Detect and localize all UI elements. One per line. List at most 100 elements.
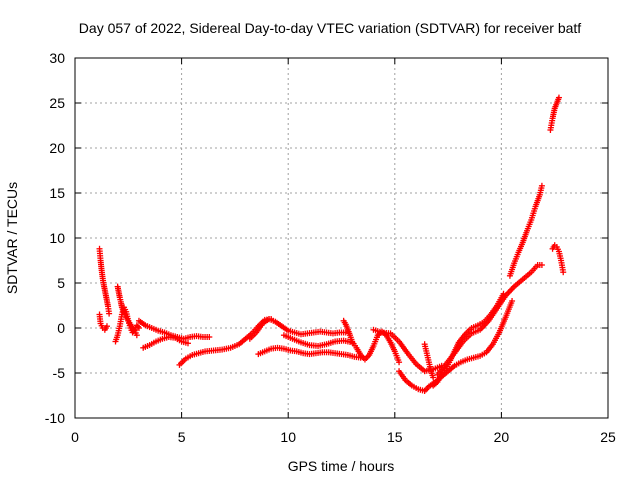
data-point [306, 342, 313, 349]
axis-ticks: 0 5 10 15 20 25 -10 -5 0 5 10 15 20 25 30 [45, 50, 616, 445]
data-point [396, 338, 403, 345]
data-point [434, 379, 441, 385]
data-point [428, 368, 435, 375]
x-tick-label: 15 [387, 429, 403, 445]
data-point [551, 105, 558, 112]
data-point [106, 310, 113, 317]
data-point [547, 127, 554, 133]
x-tick-label: 5 [178, 429, 186, 445]
data-point [280, 345, 287, 352]
data-point [325, 349, 332, 356]
data-point [477, 352, 484, 359]
data-point [549, 245, 556, 252]
data-point [408, 382, 415, 389]
data-point [317, 328, 324, 335]
chart-title: Day 057 of 2022, Sidereal Day-to-day VTE… [79, 20, 582, 36]
data-point [121, 304, 128, 311]
y-tick-label: 30 [49, 50, 65, 66]
y-axis-label: SDTVAR / TECUs [4, 182, 20, 294]
data-point [289, 335, 296, 342]
data-point [532, 203, 539, 210]
data-point [125, 317, 132, 324]
data-point [342, 321, 349, 328]
data-point [396, 368, 403, 375]
data-point [114, 283, 121, 290]
data-point [509, 298, 516, 304]
data-point [442, 361, 449, 367]
data-point [153, 338, 160, 345]
data-point [421, 388, 428, 394]
data-point [366, 352, 373, 358]
data-point [430, 374, 437, 381]
data-points [96, 94, 567, 394]
data-point [280, 332, 287, 339]
data-point [468, 325, 475, 331]
data-point [293, 348, 300, 355]
data-point [336, 329, 343, 336]
data-point [274, 344, 281, 351]
data-point [344, 326, 351, 333]
data-point [105, 303, 112, 310]
data-point [306, 351, 313, 358]
data-point [116, 323, 123, 330]
data-point [451, 350, 458, 357]
data-point [112, 338, 119, 345]
data-point [511, 260, 518, 267]
data-point [387, 339, 394, 346]
data-point [519, 276, 526, 283]
data-point [172, 334, 179, 341]
y-tick-label: -10 [45, 410, 65, 426]
x-axis-label: GPS time / hours [288, 458, 395, 474]
data-point [332, 338, 339, 345]
data-point [460, 338, 467, 345]
data-point [553, 244, 560, 250]
data-point [538, 262, 545, 268]
data-point [421, 341, 428, 348]
data-point [117, 298, 124, 305]
x-tick-label: 25 [600, 429, 616, 445]
data-point [146, 342, 153, 349]
data-point [103, 323, 110, 330]
data-point [178, 338, 185, 345]
data-point [236, 341, 243, 348]
data-point [332, 350, 339, 357]
data-point [329, 330, 336, 337]
data-point [353, 344, 360, 351]
data-point [502, 292, 509, 299]
data-point [470, 354, 477, 361]
data-point [528, 217, 535, 223]
data-point [423, 350, 430, 357]
data-point [464, 356, 471, 363]
data-point [266, 316, 273, 322]
data-point [246, 335, 253, 342]
data-point [142, 322, 149, 329]
x-tick-label: 10 [280, 429, 296, 445]
data-point [560, 269, 567, 276]
data-point [165, 334, 172, 340]
data-point [536, 191, 543, 198]
data-point [206, 334, 213, 340]
data-point [189, 352, 196, 358]
data-point [259, 320, 266, 327]
data-point [291, 329, 298, 336]
data-point [97, 320, 104, 327]
data-point [278, 323, 285, 330]
data-point [370, 343, 377, 349]
data-point [310, 329, 317, 336]
data-point [451, 362, 458, 369]
data-point [523, 227, 530, 234]
data-point [404, 350, 411, 357]
x-tick-label: 20 [494, 429, 510, 445]
data-point [519, 239, 526, 246]
data-point [430, 382, 437, 389]
data-point [506, 272, 513, 279]
data-point [99, 275, 106, 282]
data-point [319, 349, 326, 356]
data-point [340, 317, 347, 324]
data-point [349, 338, 356, 345]
data-point [193, 333, 200, 340]
data-point [140, 344, 147, 351]
data-point [357, 352, 364, 358]
data-point [102, 292, 109, 299]
